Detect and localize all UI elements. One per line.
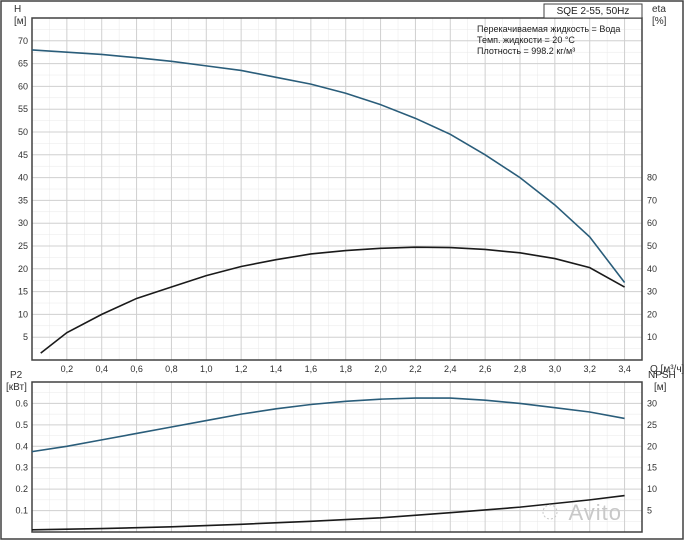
y-left-tick: 20: [18, 264, 28, 274]
x-tick: 0,4: [95, 364, 108, 374]
x-tick: 3,0: [549, 364, 562, 374]
y-left-tick: 10: [18, 309, 28, 319]
x-tick: 0,2: [61, 364, 74, 374]
x-tick: 3,4: [618, 364, 631, 374]
x-tick: 0,8: [165, 364, 178, 374]
x-tick: 2,0: [374, 364, 387, 374]
y-right-tick: 30: [647, 287, 657, 297]
y-right-tick-bot: 20: [647, 441, 657, 451]
y-left-tick: 45: [18, 150, 28, 160]
y-left-tick: 25: [18, 241, 28, 251]
y-left-tick-bot: 0.3: [15, 463, 28, 473]
x-tick: 1,8: [339, 364, 352, 374]
y-left-label-unit: [м]: [14, 16, 27, 27]
y-left-tick: 30: [18, 218, 28, 228]
y-left-tick: 50: [18, 127, 28, 137]
outer-border: [1, 1, 683, 539]
y-left-tick: 65: [18, 59, 28, 69]
y-left-label-top-bot: P2: [10, 370, 23, 381]
y-left-tick-bot: 0.1: [15, 506, 28, 516]
watermark: Avito: [568, 500, 622, 525]
x-tick: 1,0: [200, 364, 213, 374]
x-tick: 1,4: [270, 364, 283, 374]
y-right-tick-bot: 30: [647, 398, 657, 408]
y-left-tick-bot: 0.5: [15, 420, 28, 430]
y-right-tick-bot: 10: [647, 484, 657, 494]
y-right-tick: 80: [647, 173, 657, 183]
y-right-tick: 60: [647, 218, 657, 228]
y-right-tick: 20: [647, 309, 657, 319]
y-right-label-top-bot: NPSH: [648, 370, 676, 381]
x-tick: 2,6: [479, 364, 492, 374]
y-left-tick: 15: [18, 287, 28, 297]
y-left-tick: 70: [18, 36, 28, 46]
y-left-tick-bot: 0.4: [15, 441, 28, 451]
y-left-tick: 35: [18, 195, 28, 205]
x-tick: 1,2: [235, 364, 248, 374]
chart-title: SQE 2-55, 50Hz: [557, 6, 630, 17]
y-left-label-top: H: [14, 4, 21, 15]
x-tick: 1,6: [305, 364, 318, 374]
x-tick: 2,8: [514, 364, 527, 374]
x-tick: 2,2: [409, 364, 422, 374]
y-right-tick-bot: 25: [647, 420, 657, 430]
y-right-label-unit: [%]: [652, 16, 667, 27]
y-right-tick-bot: 15: [647, 463, 657, 473]
x-tick: 2,4: [444, 364, 457, 374]
y-right-tick: 50: [647, 241, 657, 251]
info-line: Перекачиваемая жидкость = Вода: [477, 24, 620, 34]
y-left-tick: 55: [18, 104, 28, 114]
x-tick: 3,2: [583, 364, 596, 374]
y-right-tick: 40: [647, 264, 657, 274]
y-left-tick: 40: [18, 173, 28, 183]
y-left-tick-bot: 0.6: [15, 398, 28, 408]
y-right-label-unit-bot: [м]: [654, 382, 667, 393]
x-tick: 0,6: [130, 364, 143, 374]
pump-curve-chart: 510152025303540455055606570H[м]102030405…: [0, 0, 684, 540]
y-right-label-top: eta: [652, 4, 666, 15]
info-line: Плотность = 998.2 кг/м³: [477, 46, 575, 56]
y-left-tick-bot: 0.2: [15, 484, 28, 494]
y-right-tick-bot: 5: [647, 506, 652, 516]
y-left-tick: 60: [18, 81, 28, 91]
y-right-tick: 10: [647, 332, 657, 342]
info-line: Темп. жидкости = 20 °C: [477, 35, 575, 45]
y-left-label-unit-bot: [кВт]: [6, 382, 27, 393]
y-left-tick: 5: [23, 332, 28, 342]
y-right-tick: 70: [647, 195, 657, 205]
